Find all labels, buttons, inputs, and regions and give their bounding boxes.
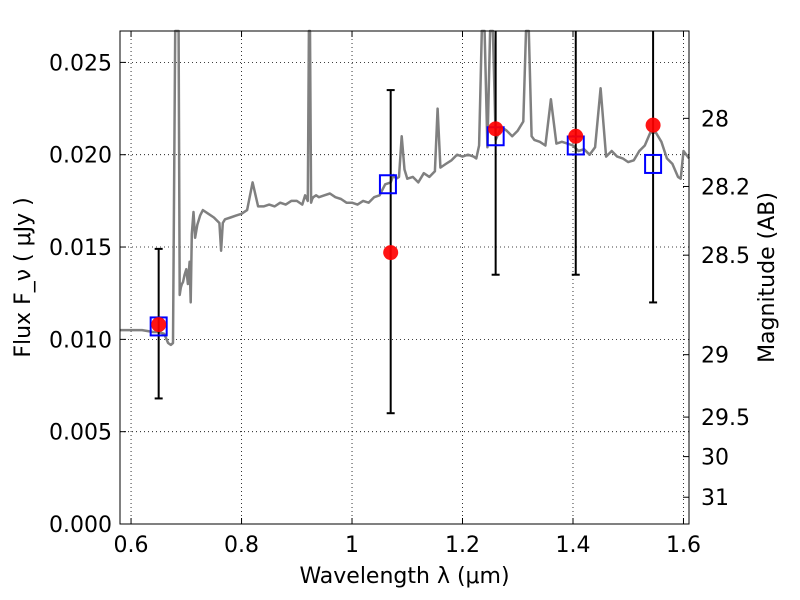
right-tick-label: 28 — [701, 107, 729, 132]
model-band-square — [644, 153, 663, 174]
right-tick-label: 30 — [701, 446, 729, 471]
right-tick-label: 29.5 — [701, 406, 750, 431]
template-spectrum-line — [120, 29, 691, 347]
observed-points — [151, 117, 661, 333]
y-tick-label: 0.020 — [49, 144, 112, 169]
axis-ticks: 0.6 0.8 1 1.2 1.4 1.6 0.000 0.005 0.010 0.015 0.02… — [49, 31, 750, 558]
x-tick-label: 0.6 — [114, 533, 149, 558]
error-bars — [154, 31, 658, 415]
right-tick-label: 28.2 — [701, 175, 750, 200]
template-spectrum — [120, 29, 691, 347]
right-tick-label: 31 — [701, 486, 729, 511]
y-tick-label: 0.025 — [49, 51, 112, 76]
observed-point — [645, 117, 661, 133]
observed-point — [568, 128, 584, 144]
plot-frame — [119, 30, 690, 525]
right-tick-label: 28.5 — [701, 244, 750, 269]
observed-point — [488, 121, 504, 137]
y-tick-label: 0.000 — [49, 513, 112, 538]
x-tick-label: 1.4 — [555, 533, 590, 558]
observed-point — [383, 245, 399, 261]
x-tick-label: 1.2 — [445, 533, 480, 558]
x-tick-label: 1 — [345, 533, 359, 558]
y-axis-label: Flux F_ν ( μJy ) — [11, 197, 36, 357]
x-tick-label: 0.8 — [224, 533, 259, 558]
x-tick-label: 1.6 — [666, 533, 701, 558]
observed-point — [151, 317, 167, 333]
model-band-square — [378, 174, 397, 195]
right-axis-label: Magnitude (AB) — [755, 192, 780, 363]
x-axis-label: Wavelength λ (μm) — [299, 564, 509, 589]
y-tick-label: 0.010 — [49, 328, 112, 353]
y-tick-label: 0.005 — [49, 421, 112, 446]
right-tick-label: 29 — [701, 344, 729, 369]
y-tick-label: 0.015 — [49, 236, 112, 261]
